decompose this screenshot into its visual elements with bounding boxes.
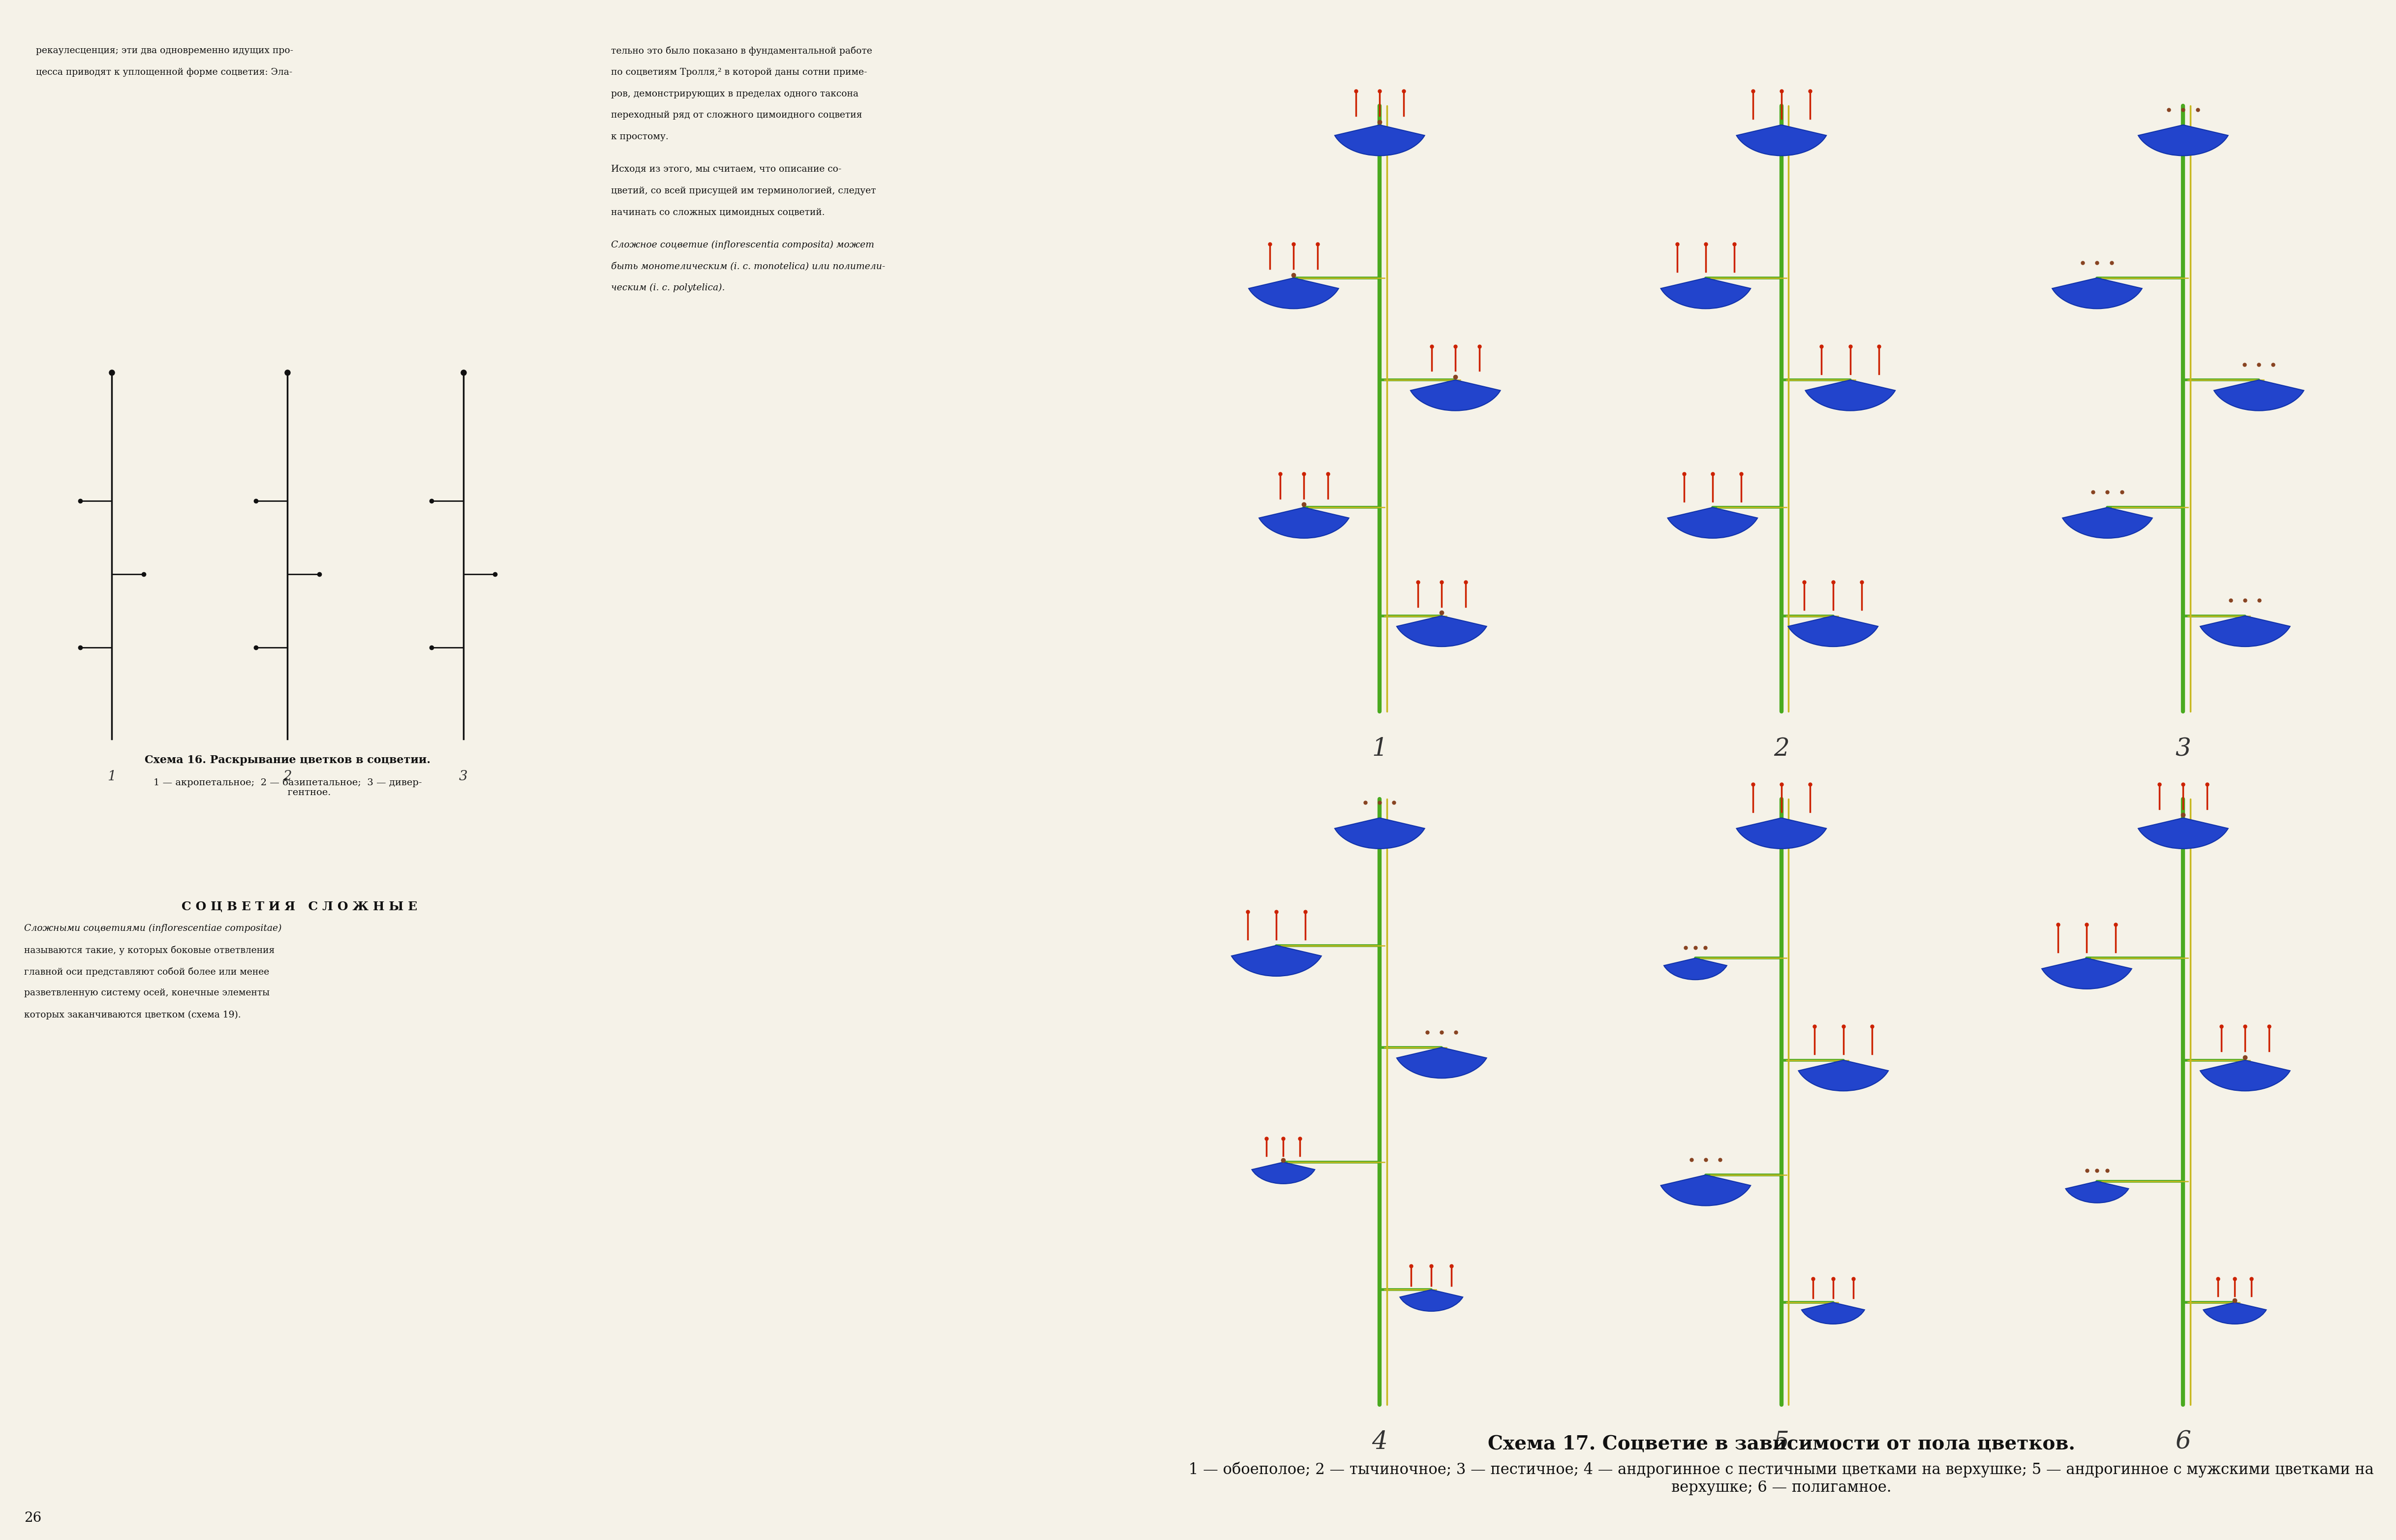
Text: 5: 5 [1773,1431,1790,1454]
Wedge shape [1399,1289,1464,1311]
Text: 3: 3 [460,770,467,784]
Text: Схема 16. Раскрывание цветков в соцветии.: Схема 16. Раскрывание цветков в соцветии… [144,755,431,765]
FancyBboxPatch shape [2010,767,2355,1404]
Wedge shape [1251,1163,1315,1184]
Text: 3: 3 [2176,738,2190,761]
Text: ров, демонстрирующих в пределах одного таксона: ров, демонстрирующих в пределах одного т… [611,89,858,99]
Wedge shape [1799,1060,1888,1090]
Wedge shape [1232,946,1320,976]
Text: ческим (i. c. polytelica).: ческим (i. c. polytelica). [611,283,726,293]
Wedge shape [2204,1303,2267,1324]
Wedge shape [2063,508,2152,537]
Wedge shape [1660,1175,1751,1206]
Wedge shape [2137,818,2228,849]
FancyBboxPatch shape [0,0,1179,1540]
Wedge shape [1397,1047,1486,1078]
Wedge shape [2051,277,2142,308]
Wedge shape [1663,958,1728,979]
Wedge shape [1335,125,1426,156]
Text: тельно это было показано в фундаментальной работе: тельно это было показано в фундаментальн… [611,46,872,55]
Wedge shape [1668,508,1759,537]
Text: которых заканчиваются цветком (схема 19).: которых заканчиваются цветком (схема 19)… [24,1010,242,1019]
FancyBboxPatch shape [1610,74,1953,711]
FancyBboxPatch shape [1208,74,1553,711]
FancyBboxPatch shape [2010,74,2355,711]
Text: Сложными соцветиями (inflorescentiae compositae): Сложными соцветиями (inflorescentiae com… [24,924,280,933]
Wedge shape [1737,125,1826,156]
Wedge shape [1737,818,1826,849]
Text: главной оси представляют собой более или менее: главной оси представляют собой более или… [24,967,268,976]
Text: переходный ряд от сложного цимоидного соцветия: переходный ряд от сложного цимоидного со… [611,111,863,120]
Text: рекаулесценция; эти два одновременно идущих про-: рекаулесценция; эти два одновременно иду… [36,46,292,55]
Text: Сложное соцветие (inflorescentia composita) может: Сложное соцветие (inflorescentia composi… [611,240,875,249]
Wedge shape [1804,380,1895,411]
Wedge shape [2041,958,2132,989]
Wedge shape [2200,616,2291,647]
Text: разветвленную систему осей, конечные элементы: разветвленную систему осей, конечные эле… [24,989,268,998]
Text: Схема 17. Соцветие в зависимости от пола цветков.: Схема 17. Соцветие в зависимости от пола… [1488,1435,2075,1454]
Text: 6: 6 [2176,1431,2190,1454]
Wedge shape [1411,380,1500,411]
Text: быть монотелическим (i. c. monotelica) или полители-: быть монотелическим (i. c. monotelica) и… [611,262,884,271]
Wedge shape [2137,125,2228,156]
Text: 1 — обоеполое; 2 — тычиночное; 3 — пестичное; 4 — андрогинное с пестичными цветк: 1 — обоеполое; 2 — тычиночное; 3 — пести… [1188,1461,2374,1495]
Wedge shape [1335,818,1426,849]
Text: 2: 2 [1773,738,1790,761]
Text: по соцветиям Тролля,² в которой даны сотни приме-: по соцветиям Тролля,² в которой даны сот… [611,68,867,77]
Text: начинать со сложных цимоидных соцветий.: начинать со сложных цимоидных соцветий. [611,208,824,217]
FancyBboxPatch shape [1208,767,1553,1404]
Text: цветий, со всей присущей им терминологией, следует: цветий, со всей присущей им терминологие… [611,186,877,196]
Text: к простому.: к простому. [611,132,668,142]
Text: 4: 4 [1373,1431,1387,1454]
Text: С О Ц В Е Т И Я   С Л О Ж Н Ы Е: С О Ц В Е Т И Я С Л О Ж Н Ы Е [182,901,417,913]
Text: 1 — акропетальное;  2 — базипетальное;  3 — дивер-
              гентное.: 1 — акропетальное; 2 — базипетальное; 3 … [153,778,422,798]
Wedge shape [2214,380,2305,411]
Text: Исходя из этого, мы считаем, что описание со-: Исходя из этого, мы считаем, что описани… [611,165,841,174]
Text: 26: 26 [24,1511,41,1525]
Wedge shape [1248,277,1339,308]
Wedge shape [1397,616,1486,647]
Wedge shape [1802,1303,1864,1324]
Wedge shape [1660,277,1751,308]
FancyBboxPatch shape [1610,767,1953,1404]
Text: цесса приводят к уплощенной форме соцветия: Эла-: цесса приводят к уплощенной форме соцвет… [36,68,292,77]
Text: 1: 1 [108,770,115,784]
Text: 2: 2 [283,770,292,784]
Wedge shape [2065,1181,2128,1203]
Wedge shape [2200,1060,2291,1090]
Text: 1: 1 [1373,738,1387,761]
Text: называются такие, у которых боковые ответвления: называются такие, у которых боковые отве… [24,946,276,955]
Wedge shape [1258,508,1349,537]
Wedge shape [1787,616,1878,647]
